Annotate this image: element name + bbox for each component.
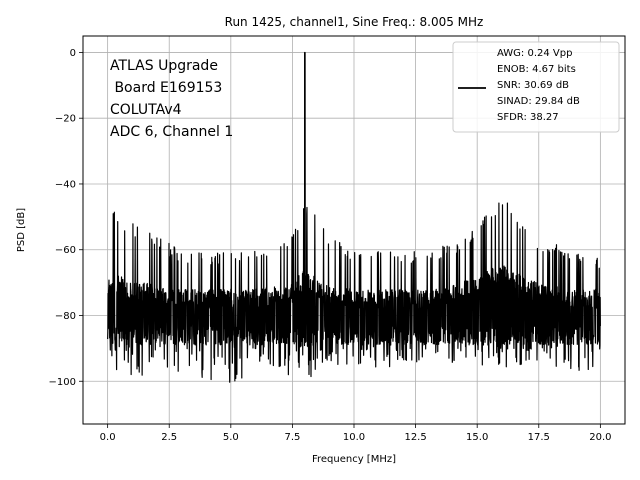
y-tick-label: 0 xyxy=(70,48,76,59)
legend-line-sinad: SINAD: 29.84 dB xyxy=(497,96,580,107)
x-tick-label: 20.0 xyxy=(589,432,611,443)
chart-title: Run 1425, channel1, Sine Freq.: 8.005 MH… xyxy=(225,15,484,29)
x-tick-label: 10.0 xyxy=(343,432,365,443)
psd-series-line xyxy=(107,51,601,383)
annotation-line-1: ATLAS Upgrade xyxy=(110,58,218,74)
annotation-line-4: ADC 6, Channel 1 xyxy=(110,124,233,140)
board-annotation: ATLAS Upgrade Board E169153 COLUTAv4 ADC… xyxy=(110,58,233,140)
y-tick-label: −80 xyxy=(55,311,76,322)
x-tick-label: 5.0 xyxy=(223,432,239,443)
y-axis-ticks: 0 −20 −40 −60 −80 −100 xyxy=(49,48,83,388)
y-tick-label: −60 xyxy=(55,245,76,256)
y-tick-label: −100 xyxy=(49,377,76,388)
y-tick-label: −20 xyxy=(55,114,76,125)
plot-area xyxy=(107,51,601,383)
x-tick-label: 7.5 xyxy=(284,432,300,443)
legend-line-snr: SNR: 30.69 dB xyxy=(497,80,569,91)
y-axis-label: PSD [dB] xyxy=(16,208,27,252)
x-tick-label: 17.5 xyxy=(528,432,550,443)
annotation-line-2: Board E169153 xyxy=(110,80,222,96)
legend-line-sfdr: SFDR: 38.27 xyxy=(497,112,559,123)
x-tick-label: 12.5 xyxy=(404,432,426,443)
legend-line-enob: ENOB: 4.67 bits xyxy=(497,64,576,75)
x-tick-label: 15.0 xyxy=(466,432,488,443)
legend: AWG: 0.24 Vpp ENOB: 4.67 bits SNR: 30.69… xyxy=(452,41,620,133)
y-tick-label: −40 xyxy=(55,179,76,190)
x-axis-label: Frequency [MHz] xyxy=(312,454,396,465)
x-tick-label: 2.5 xyxy=(161,432,177,443)
legend-line-awg: AWG: 0.24 Vpp xyxy=(497,48,572,59)
x-tick-label: 0.0 xyxy=(100,432,116,443)
x-axis-ticks: 0.0 2.5 5.0 7.5 10.0 12.5 15.0 17.5 20.0 xyxy=(100,424,611,443)
series-layer xyxy=(107,51,601,383)
legend-box xyxy=(452,41,620,133)
annotation-line-3: COLUTAv4 xyxy=(110,102,182,118)
